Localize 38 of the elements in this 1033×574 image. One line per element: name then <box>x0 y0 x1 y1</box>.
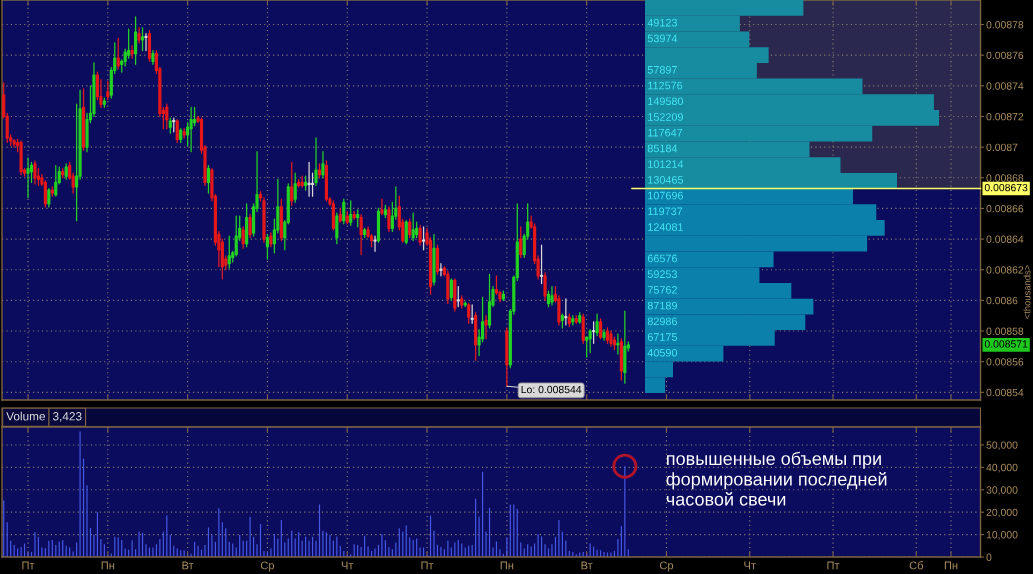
data-label: 53974 <box>647 34 678 43</box>
x-tick-label: Пт <box>827 561 840 570</box>
y-tick-label: 20,000 <box>986 508 1018 518</box>
x-tick-label: Пт <box>421 561 434 570</box>
data-label: 49123 <box>647 18 677 27</box>
data-label: 85184 <box>647 144 678 153</box>
x-tick-label: Вт <box>581 561 593 570</box>
chart-title: Volume <box>6 411 46 421</box>
x-tick-label: Вт <box>182 561 194 570</box>
y-tick-label: 0.00874 <box>986 82 1024 90</box>
x-tick-label: Сб <box>909 561 924 570</box>
y-tick-label: 0.00872 <box>986 112 1024 121</box>
y-tick-label: 0.0087 <box>986 143 1018 151</box>
y-tick-label: 0.00878 <box>986 21 1024 29</box>
x-tick-label: Пн <box>500 561 514 570</box>
x-tick-label: Пт <box>22 561 35 570</box>
x-tick-label: Пн <box>944 561 958 570</box>
y-tick-label: 0 <box>986 553 992 561</box>
x-tick-label: Ср <box>260 561 275 572</box>
x-tick-label: Чт <box>744 561 756 570</box>
y-tick-label: 30,000 <box>986 486 1018 495</box>
y-tick-label: 50,000 <box>986 441 1018 451</box>
y-tick-label: 0.00876 <box>986 51 1024 60</box>
data-label: 112576 <box>648 81 683 90</box>
annotation: повышенные объемы при формировании последней часовой свечи <box>666 451 887 506</box>
data-label: 117647 <box>648 128 683 137</box>
data-label: 130465 <box>648 176 684 184</box>
data-label: 57897 <box>647 65 677 74</box>
data-label: 149580 <box>648 97 684 106</box>
y-tick-label: 10,000 <box>986 531 1018 540</box>
x-tick-label: Ср <box>659 561 674 572</box>
data-label: 152209 <box>648 113 683 121</box>
y-tick-label: 0.00868 <box>986 174 1024 182</box>
data-label: 101214 <box>648 160 684 168</box>
x-tick-label: Чт <box>341 561 354 570</box>
text: 3,423 <box>52 412 82 422</box>
x-tick-label: Пн <box>101 561 115 570</box>
y-tick-label: 40,000 <box>986 463 1018 473</box>
